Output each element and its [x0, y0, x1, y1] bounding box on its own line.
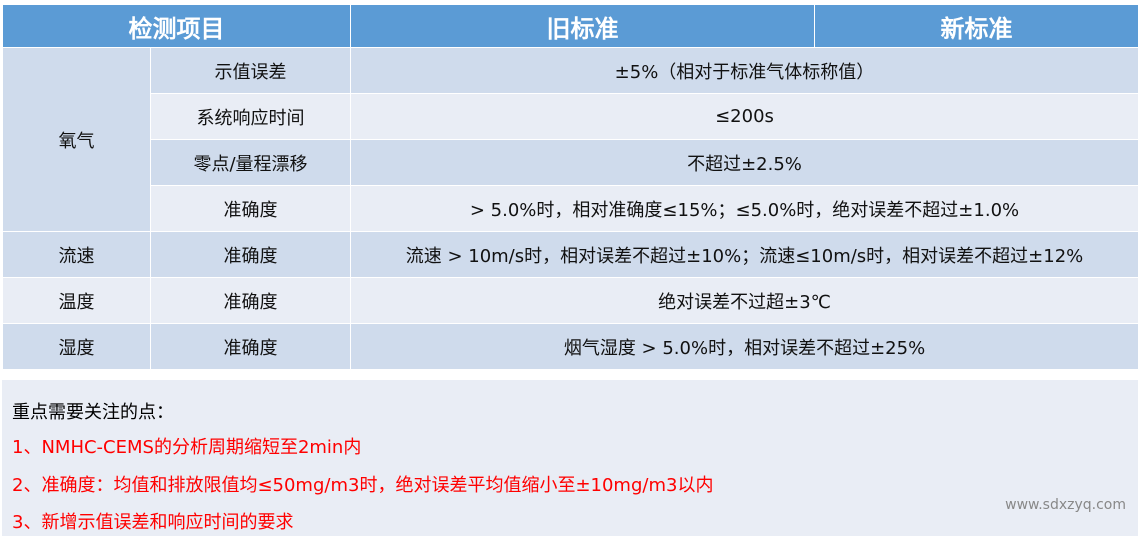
requirement-cell: ±5%（相对于标准气体标称值） [350, 47, 1139, 94]
standards-table: 检测项目 旧标准 新标准 氧气 示值误差 ±5%（相对于标准气体标称值） 系统响… [2, 4, 1139, 370]
item-cell: 准确度 [150, 185, 351, 232]
requirement-cell: 烟气湿度 > 5.0%时，相对误差不超过±25% [350, 323, 1139, 370]
group-cell: 湿度 [2, 323, 151, 370]
header-item: 检测项目 [2, 4, 351, 48]
note-item: 1、NMHC-CEMS的分析周期缩短至2min内 [12, 437, 362, 458]
group-cell: 流速 [2, 231, 151, 278]
group-cell: 温度 [2, 277, 151, 324]
item-cell: 准确度 [150, 323, 351, 370]
item-cell: 示值误差 [150, 47, 351, 94]
group-cell: 氧气 [2, 47, 151, 232]
notes-panel: 重点需要关注的点： 1、NMHC-CEMS的分析周期缩短至2min内 2、准确度… [2, 380, 1138, 536]
item-cell: 准确度 [150, 277, 351, 324]
requirement-cell: 流速 > 10m/s时，相对误差不超过±10%；流速≤10m/s时，相对误差不超… [350, 231, 1139, 278]
table-row: 准确度 > 5.0%时，相对准确度≤15%；≤5.0%时，绝对误差不超过±1.0… [3, 185, 1139, 232]
requirement-cell: ≤200s [350, 93, 1139, 140]
requirement-cell: > 5.0%时，相对准确度≤15%；≤5.0%时，绝对误差不超过±1.0% [350, 185, 1139, 232]
item-cell: 准确度 [150, 231, 351, 278]
table-row: 流速 准确度 流速 > 10m/s时，相对误差不超过±10%；流速≤10m/s时… [2, 231, 1139, 278]
watermark: www.sdxzyq.com [1005, 497, 1126, 513]
table-row: 零点/量程漂移 不超过±2.5% [3, 139, 1139, 186]
table-row: 系统响应时间 ≤200s [3, 93, 1139, 140]
item-cell: 零点/量程漂移 [150, 139, 351, 186]
table-row: 氧气 示值误差 ±5%（相对于标准气体标称值） [2, 47, 1139, 232]
header-row: 检测项目 旧标准 新标准 [2, 4, 1139, 48]
requirement-cell: 不超过±2.5% [350, 139, 1139, 186]
note-item: 2、准确度：均值和排放限值均≤50mg/m3时，绝对误差平均值缩小至±10mg/… [12, 475, 714, 496]
requirement-cell: 绝对误差不过超±3℃ [350, 277, 1139, 324]
header-old: 旧标准 [350, 4, 815, 48]
item-cell: 系统响应时间 [150, 93, 351, 140]
table-row: 湿度 准确度 烟气湿度 > 5.0%时，相对误差不超过±25% [2, 323, 1139, 370]
table-row: 温度 准确度 绝对误差不过超±3℃ [2, 277, 1139, 324]
notes-title: 重点需要关注的点： [12, 402, 174, 423]
header-new: 新标准 [814, 4, 1139, 48]
note-item: 3、新增示值误差和响应时间的要求 [12, 512, 294, 533]
